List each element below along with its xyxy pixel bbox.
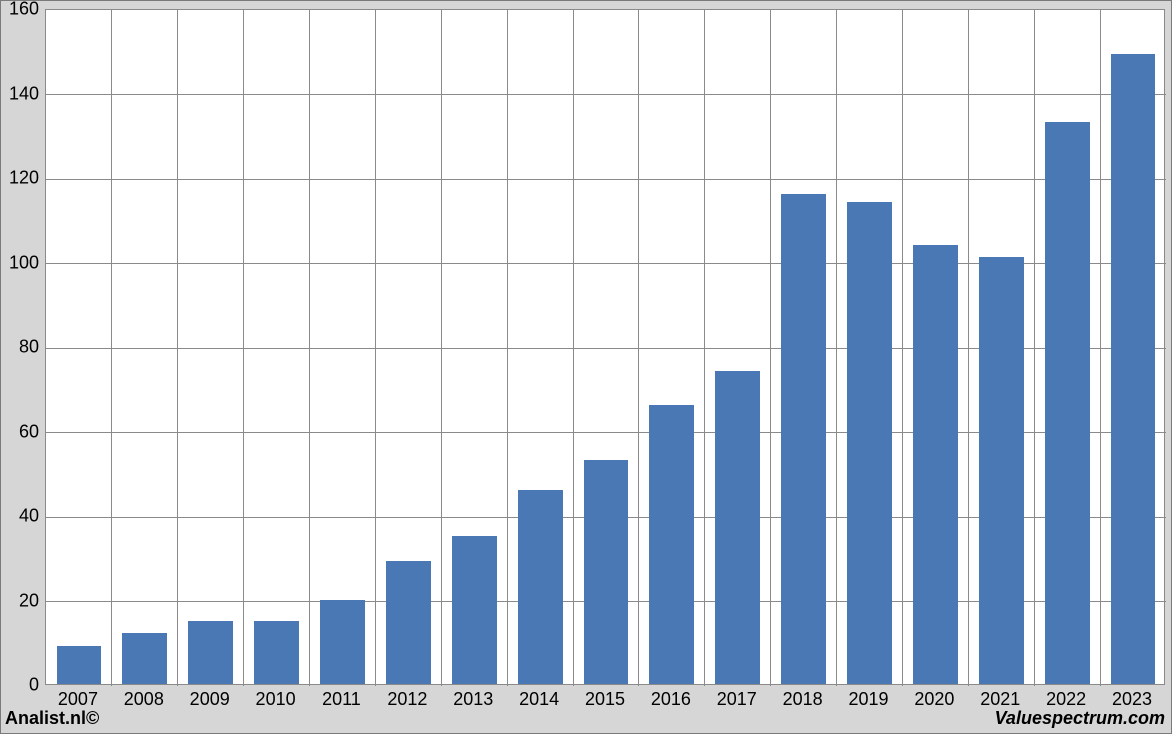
x-tick-label: 2022 (1046, 689, 1086, 710)
y-tick-label: 80 (19, 337, 39, 358)
y-tick-label: 20 (19, 590, 39, 611)
gridline-vertical (375, 10, 376, 686)
chart-container: Analist.nl© Valuespectrum.com 0 20 40 60 80 1… (0, 0, 1172, 734)
bar (715, 371, 760, 684)
bar (847, 202, 892, 684)
x-tick-label: 2015 (585, 689, 625, 710)
x-tick-label: 2012 (387, 689, 427, 710)
gridline-vertical (1100, 10, 1101, 686)
x-tick-label: 2008 (124, 689, 164, 710)
gridline-vertical (507, 10, 508, 686)
x-tick-label: 2016 (651, 689, 691, 710)
gridline-vertical (177, 10, 178, 686)
gridline-vertical (1034, 10, 1035, 686)
gridline-horizontal (46, 94, 1166, 95)
x-tick-label: 2018 (783, 689, 823, 710)
x-tick-label: 2019 (848, 689, 888, 710)
x-tick-label: 2014 (519, 689, 559, 710)
gridline-vertical (441, 10, 442, 686)
bar (452, 536, 497, 684)
gridline-horizontal (46, 179, 1166, 180)
bar (386, 561, 431, 684)
y-tick-label: 60 (19, 421, 39, 442)
x-tick-label: 2023 (1112, 689, 1152, 710)
bar (254, 621, 299, 684)
x-tick-label: 2007 (58, 689, 98, 710)
y-tick-label: 160 (9, 0, 39, 20)
x-tick-label: 2021 (980, 689, 1020, 710)
bar (57, 646, 102, 684)
x-tick-label: 2013 (453, 689, 493, 710)
bar (649, 405, 694, 684)
gridline-vertical (968, 10, 969, 686)
gridline-vertical (836, 10, 837, 686)
bar (320, 600, 365, 685)
x-tick-label: 2010 (256, 689, 296, 710)
gridline-vertical (111, 10, 112, 686)
plot-area (45, 9, 1165, 685)
x-tick-label: 2017 (717, 689, 757, 710)
x-tick-label: 2009 (190, 689, 230, 710)
bar (913, 245, 958, 684)
gridline-vertical (638, 10, 639, 686)
attribution-left: Analist.nl© (5, 708, 99, 729)
gridline-vertical (573, 10, 574, 686)
bar (584, 460, 629, 684)
gridline-vertical (309, 10, 310, 686)
bar (1111, 54, 1156, 684)
y-tick-label: 100 (9, 252, 39, 273)
y-tick-label: 40 (19, 506, 39, 527)
bar (979, 257, 1024, 684)
y-tick-label: 120 (9, 168, 39, 189)
x-tick-label: 2020 (914, 689, 954, 710)
attribution-right: Valuespectrum.com (995, 708, 1165, 729)
bar (188, 621, 233, 684)
y-tick-label: 140 (9, 83, 39, 104)
bar (781, 194, 826, 684)
gridline-vertical (704, 10, 705, 686)
gridline-vertical (770, 10, 771, 686)
x-tick-label: 2011 (322, 689, 361, 710)
bar (518, 490, 563, 684)
gridline-vertical (902, 10, 903, 686)
bar (122, 633, 167, 684)
gridline-vertical (243, 10, 244, 686)
bar (1045, 122, 1090, 684)
y-tick-label: 0 (29, 675, 39, 696)
